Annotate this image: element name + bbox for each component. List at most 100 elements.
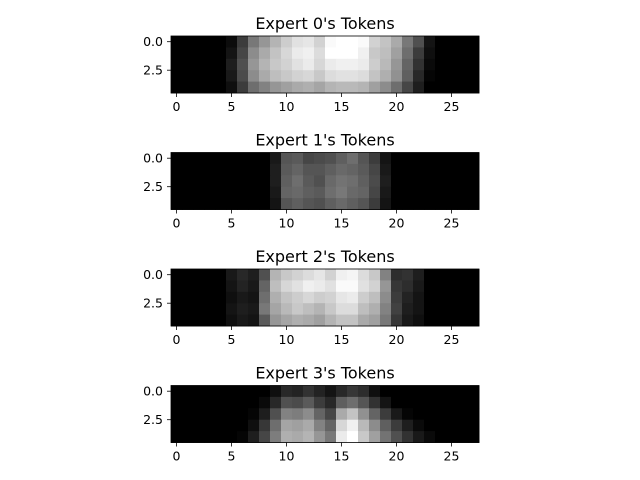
heatmap-cell	[303, 175, 315, 188]
heatmap-cell	[358, 269, 370, 281]
heatmap-cell	[457, 36, 469, 48]
heatmap-cell	[358, 419, 370, 432]
heatmap-cell	[468, 291, 480, 304]
heatmap-cell	[347, 152, 359, 165]
heatmap-cell	[402, 36, 414, 48]
heatmap-cell	[171, 175, 183, 188]
heatmap-cell	[391, 396, 403, 409]
heatmap-cell	[237, 81, 249, 94]
heatmap-cell	[446, 303, 458, 315]
heatmap-cell	[193, 385, 205, 398]
heatmap-cell	[303, 431, 315, 443]
heatmap-cell	[336, 47, 348, 60]
heatmap-cell	[336, 431, 348, 443]
heatmap-cell	[391, 36, 403, 48]
heatmap-cell	[259, 175, 271, 188]
heatmap-cell	[369, 70, 381, 82]
heatmap-cell	[457, 163, 469, 176]
heatmap-cell	[303, 58, 315, 71]
heatmap-cell	[402, 152, 414, 165]
heatmap-cell	[303, 280, 315, 293]
heatmap-cell	[325, 36, 337, 48]
heatmap-cell	[314, 70, 326, 82]
heatmap-cell	[402, 396, 414, 409]
subplot-expert-0: Expert 0's Tokens 0 5 10 15 20 25 0.0 2.5	[143, 14, 480, 114]
y-tick-label: 2.5	[143, 412, 163, 427]
heatmap-cell	[314, 186, 326, 199]
heatmap-cell	[435, 291, 447, 304]
heatmap-cell	[281, 58, 293, 71]
heatmap-cell	[237, 419, 249, 432]
heatmap-cell	[457, 186, 469, 199]
heatmap-cell	[369, 175, 381, 188]
subplot-title: Expert 3's Tokens	[255, 364, 394, 383]
heatmap-cell	[468, 396, 480, 409]
heatmap-cell	[226, 291, 238, 304]
heatmap-cell	[314, 198, 326, 210]
heatmap-cell	[237, 408, 249, 421]
heatmap-cell	[237, 47, 249, 60]
heatmap-cell	[204, 47, 216, 60]
heatmap-cell	[314, 419, 326, 432]
heatmap-cell	[248, 186, 260, 199]
heatmap-cell	[259, 408, 271, 421]
heatmap-cell	[226, 81, 238, 94]
heatmap-cell	[237, 314, 249, 327]
heatmap-cell	[468, 175, 480, 188]
heatmap-cell	[347, 198, 359, 210]
heatmap-cell	[413, 47, 425, 60]
heatmap-cell	[314, 269, 326, 281]
heatmap-cell	[325, 314, 337, 327]
heatmap-cell	[204, 186, 216, 199]
heatmap-cell	[248, 175, 260, 188]
heatmap-cell	[380, 36, 392, 48]
heatmap-cell	[314, 303, 326, 315]
heatmap-cell	[446, 408, 458, 421]
heatmap-cell	[171, 81, 183, 94]
heatmap-cell	[413, 152, 425, 165]
heatmap-cell	[204, 58, 216, 71]
heatmap-cell	[325, 70, 337, 82]
heatmap-cell	[237, 186, 249, 199]
heatmap-cell	[248, 291, 260, 304]
heatmap-cell	[446, 396, 458, 409]
heatmap-cell	[413, 280, 425, 293]
heatmap-cell	[369, 163, 381, 176]
heatmap-cell	[402, 419, 414, 432]
heatmap-cell	[402, 81, 414, 94]
heatmap-cell	[457, 291, 469, 304]
y-tick-label: 2.5	[143, 63, 163, 78]
heatmap-cell	[215, 36, 227, 48]
heatmap-cell	[347, 280, 359, 293]
heatmap-cell	[347, 47, 359, 60]
x-tick-label: 5	[228, 216, 236, 231]
x-tick-label: 25	[444, 449, 460, 464]
heatmap-cell	[380, 81, 392, 94]
heatmap-cell	[380, 175, 392, 188]
heatmap-cell	[468, 36, 480, 48]
heatmap-cell	[171, 152, 183, 165]
heatmap-cell	[259, 396, 271, 409]
heatmap-cell	[182, 408, 194, 421]
heatmap-cell	[270, 385, 282, 398]
heatmap-cell	[435, 175, 447, 188]
heatmap-cell	[171, 280, 183, 293]
heatmap-cell	[468, 269, 480, 281]
heatmap-cell	[347, 81, 359, 94]
heatmap-cell	[259, 303, 271, 315]
heatmap-cell	[402, 70, 414, 82]
axes-frame	[170, 35, 480, 94]
heatmap-cell	[270, 81, 282, 94]
heatmap-cell	[413, 36, 425, 48]
heatmap-cell	[325, 152, 337, 165]
heatmap-cell	[391, 291, 403, 304]
heatmap-cell	[237, 152, 249, 165]
heatmap-cell	[215, 291, 227, 304]
heatmap-cell	[248, 396, 260, 409]
heatmap-cell	[325, 58, 337, 71]
heatmap-cell	[193, 163, 205, 176]
heatmap-cell	[193, 58, 205, 71]
heatmap-cell	[259, 419, 271, 432]
heatmap-cell	[226, 36, 238, 48]
heatmap-cell	[446, 280, 458, 293]
